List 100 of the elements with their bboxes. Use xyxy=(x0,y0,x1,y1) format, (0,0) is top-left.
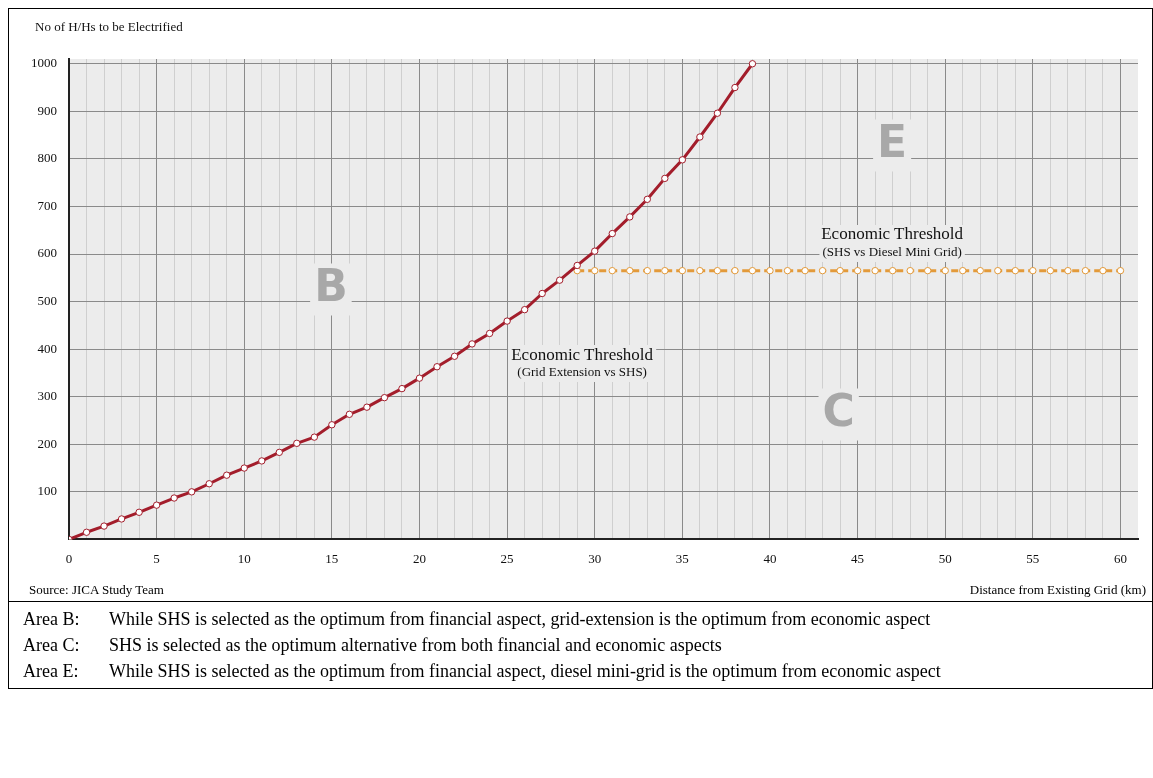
point xyxy=(1029,266,1037,275)
x-tick-label: 55 xyxy=(1026,550,1040,566)
point xyxy=(363,403,371,411)
point xyxy=(152,501,161,509)
text: Area E: While SHS is selected as the optimum from financial aspect, diesel mini-grid is the optimum from economic aspect xyxy=(23,661,941,681)
point xyxy=(591,266,599,275)
x-tick-label: 5 xyxy=(153,550,160,566)
point xyxy=(433,363,441,371)
x-tick-label: 25 xyxy=(500,550,514,566)
x-tick-label: 20 xyxy=(412,550,426,566)
point xyxy=(906,266,914,275)
point xyxy=(713,266,722,275)
annotation: C xyxy=(822,384,855,436)
point xyxy=(258,457,266,465)
point xyxy=(187,488,196,496)
point xyxy=(731,266,739,275)
x-tick-label: 40 xyxy=(763,550,777,566)
point xyxy=(223,471,231,479)
point xyxy=(1011,266,1020,275)
point xyxy=(1099,266,1107,275)
point xyxy=(538,289,546,298)
point xyxy=(924,266,932,275)
point xyxy=(1064,266,1072,275)
y-tick-label: 600 xyxy=(37,245,57,261)
point xyxy=(836,266,844,275)
x-tick-label: 50 xyxy=(938,550,952,566)
y-tick-label: 300 xyxy=(37,388,57,404)
y-tick-label: 100 xyxy=(37,483,57,499)
y-tick-label: 700 xyxy=(37,197,57,213)
x-tick-label: 15 xyxy=(325,550,339,566)
point xyxy=(117,515,126,523)
point xyxy=(1046,266,1055,275)
point xyxy=(994,266,1002,275)
point xyxy=(643,195,652,204)
x-tick-label: 45 xyxy=(851,550,865,566)
point xyxy=(485,329,494,338)
x-tick-label: 60 xyxy=(1113,550,1127,566)
point xyxy=(678,156,687,164)
point xyxy=(450,352,459,360)
y-tick-label: 400 xyxy=(37,340,57,356)
point xyxy=(555,276,564,284)
y-tick-label: 500 xyxy=(37,293,57,308)
point xyxy=(696,266,704,275)
point xyxy=(888,266,897,275)
y-tick-label: 900 xyxy=(37,102,57,118)
text: Area C: SHS is selected as the optimum alternative from both financial and economic aspects xyxy=(23,635,722,655)
point xyxy=(871,266,879,275)
point xyxy=(170,494,178,502)
point xyxy=(293,439,301,448)
point xyxy=(380,393,389,402)
point xyxy=(713,109,722,117)
point xyxy=(310,433,319,441)
text: Area B: While SHS is selected as the optimum from financial aspect, grid-extension is the optimum from economic aspect xyxy=(23,609,931,629)
x-tick-label: 35 xyxy=(675,550,689,566)
point xyxy=(240,464,248,472)
point xyxy=(748,266,757,275)
point xyxy=(626,213,634,221)
x-tick-label: 0 xyxy=(65,550,73,566)
point xyxy=(608,229,616,238)
point xyxy=(591,247,599,255)
point xyxy=(696,133,704,141)
point xyxy=(135,508,143,516)
point xyxy=(520,305,529,314)
point xyxy=(328,421,336,429)
point xyxy=(415,374,424,382)
x-tick-label: 10 xyxy=(237,550,251,566)
point xyxy=(661,266,669,275)
point xyxy=(643,266,652,275)
point xyxy=(398,384,406,393)
point xyxy=(608,266,616,275)
y-tick-label: 200 xyxy=(37,435,57,451)
point xyxy=(853,266,862,275)
x-axis-title: Distance from Existing Grid (km) xyxy=(969,582,1146,598)
y-tick-label: 800 xyxy=(37,150,57,166)
point xyxy=(818,266,827,275)
point xyxy=(783,266,792,275)
point xyxy=(100,522,108,530)
annotation: B xyxy=(314,260,348,312)
point xyxy=(503,317,511,325)
annotation: Economic Threshold (SHS vs Diesel Mini Grid) xyxy=(821,224,964,260)
x-tick-label: 30 xyxy=(588,550,602,566)
y-tick-label: 1000 xyxy=(31,55,57,71)
point xyxy=(1116,266,1125,275)
annotation: E xyxy=(877,115,908,167)
point xyxy=(976,266,984,275)
point xyxy=(468,340,476,348)
point xyxy=(345,410,354,419)
source-note: Source: JICA Study Team xyxy=(29,582,164,598)
point xyxy=(748,60,757,68)
point xyxy=(959,266,967,275)
point xyxy=(678,266,687,275)
point xyxy=(205,480,213,488)
point xyxy=(941,266,949,275)
point xyxy=(82,528,91,536)
annotation: Economic Threshold (Grid Extension vs SHS) xyxy=(511,344,654,380)
point xyxy=(766,266,774,275)
point xyxy=(573,261,581,270)
point xyxy=(626,266,634,275)
point xyxy=(661,174,669,183)
point xyxy=(1081,266,1090,275)
